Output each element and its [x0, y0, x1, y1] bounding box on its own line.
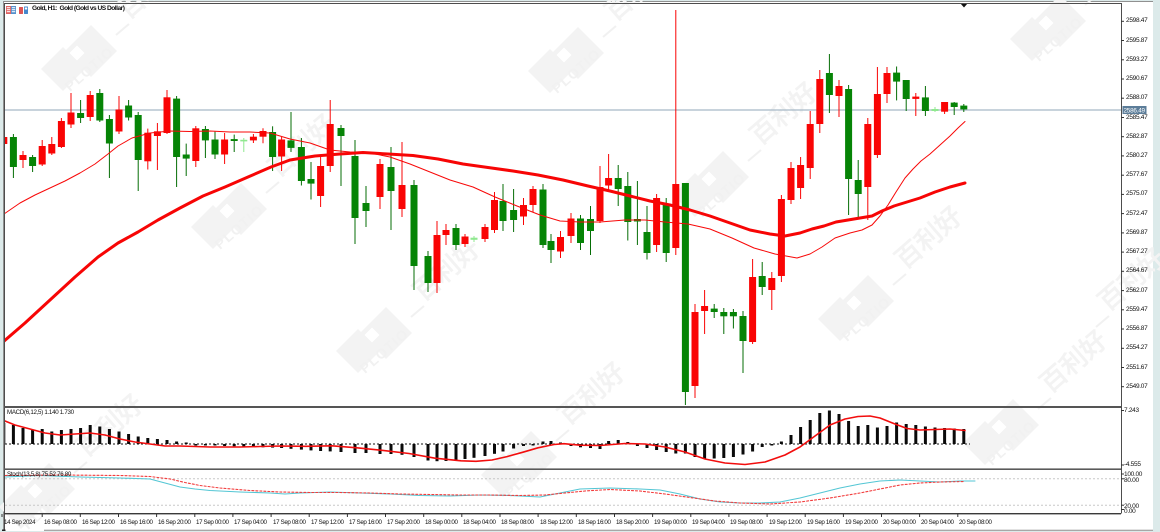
svg-text:百利好: 百利好: [552, 357, 631, 431]
svg-text:百利好: 百利好: [1034, 325, 1113, 399]
svg-text:百利好: 百利好: [889, 201, 968, 275]
svg-text:2586.49: 2586.49: [1124, 107, 1146, 114]
svg-text:百利好: 百利好: [407, 233, 486, 307]
svg-text:百利好: 百利好: [70, 389, 149, 463]
